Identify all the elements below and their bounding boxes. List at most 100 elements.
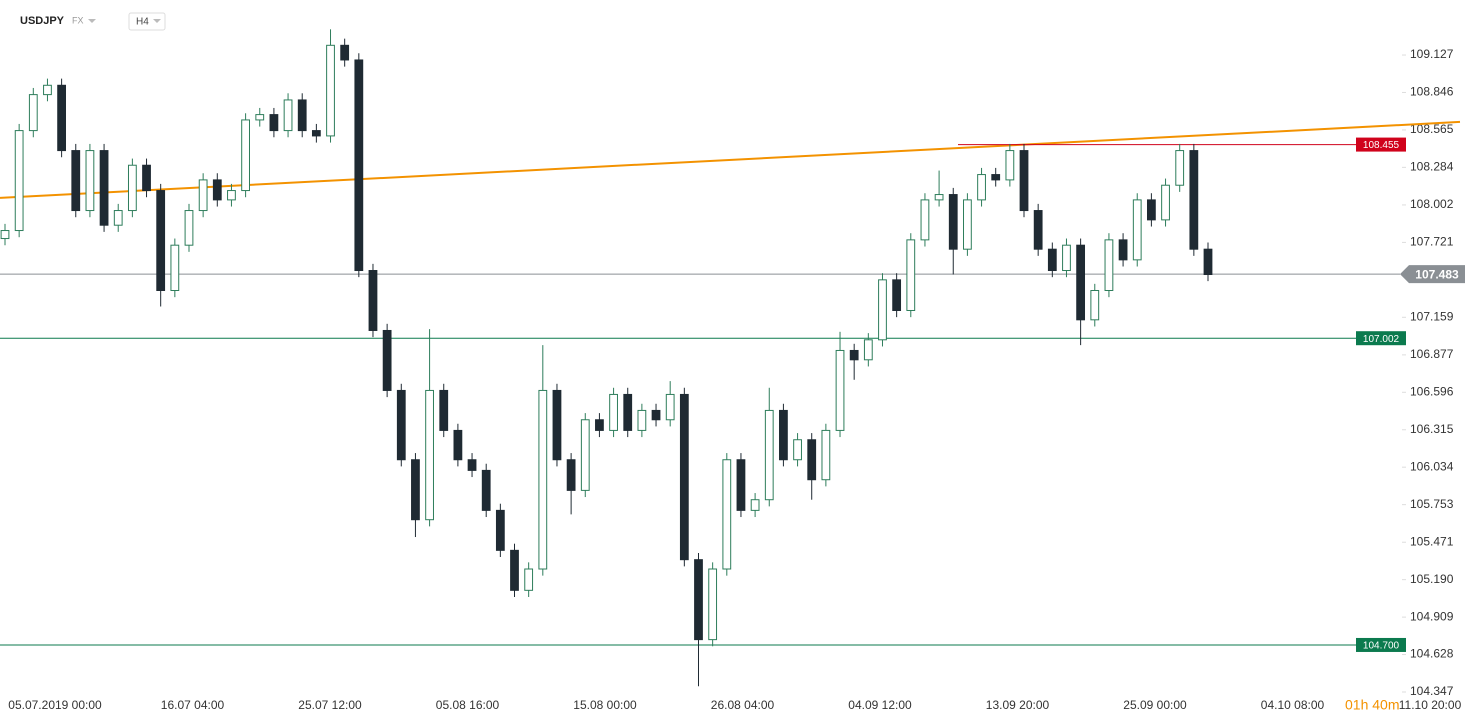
candle-body	[1161, 184, 1170, 221]
candle-body	[85, 150, 95, 212]
candle-body	[439, 389, 449, 431]
candle-body	[1104, 239, 1114, 291]
level-label: 104.700	[1363, 641, 1400, 652]
candle-body	[1146, 199, 1156, 221]
candle-body	[57, 84, 67, 152]
x-tick-label: 04.10 08:00	[1261, 698, 1325, 712]
candle-body	[99, 150, 109, 226]
y-tick-label: 108.565	[1410, 122, 1454, 136]
candle-body	[311, 130, 321, 137]
candle-body	[779, 409, 788, 461]
dropdown-arrow	[153, 19, 161, 23]
candle-body	[722, 459, 732, 570]
y-tick-label: 109.127	[1410, 47, 1454, 61]
candle-body	[255, 114, 265, 121]
candle-body	[552, 389, 562, 461]
interval-box[interactable]	[128, 12, 166, 31]
level-badge	[1356, 637, 1406, 652]
candle-body	[113, 210, 123, 226]
y-tick-label: 108.284	[1410, 160, 1454, 174]
y-tick-label: 105.190	[1410, 572, 1454, 586]
candle-body	[708, 568, 718, 641]
candle-body	[28, 94, 38, 132]
candle-body	[14, 130, 24, 232]
candle-body	[283, 99, 293, 132]
candle-body	[991, 174, 1001, 181]
x-tick-label: 26.08 04:00	[711, 698, 775, 712]
candle-body	[1090, 289, 1100, 321]
candle-body	[1076, 244, 1086, 321]
y-tick-label: 104.909	[1410, 609, 1454, 623]
y-tick-label: 106.596	[1410, 384, 1454, 398]
candle-body	[1062, 244, 1071, 272]
x-tick-label: 05.07.2019 00:00	[8, 698, 102, 712]
candle-body	[679, 393, 689, 561]
candle-body	[198, 179, 208, 212]
level-badge	[1356, 331, 1406, 346]
y-tick-label: 104.628	[1410, 647, 1454, 661]
candle-body	[368, 270, 378, 331]
candle-body	[595, 419, 604, 431]
candle-body	[453, 429, 463, 461]
x-tick-label: 11.10 20:00	[1399, 698, 1462, 712]
candle-body	[524, 568, 534, 591]
candle-body	[510, 549, 519, 591]
candle-body	[892, 279, 902, 311]
x-tick-label: 15.08 00:00	[573, 698, 637, 712]
candle-body	[566, 459, 576, 491]
candle-body	[948, 194, 958, 250]
candle-body	[467, 459, 477, 471]
candle-body	[849, 349, 859, 361]
level-badge	[1356, 137, 1406, 152]
interval: H4	[136, 17, 149, 28]
candle-body	[609, 393, 618, 431]
candle-body	[793, 439, 802, 461]
countdown: 01h 40m	[1345, 697, 1399, 713]
candle-body	[934, 194, 944, 201]
candle-body	[1189, 150, 1199, 250]
candle-body	[863, 339, 873, 361]
x-tick-label: 25.07 12:00	[298, 698, 362, 712]
candle-body	[0, 230, 10, 240]
y-tick-label: 104.347	[1410, 684, 1454, 698]
candle-body	[651, 409, 661, 421]
candle-body	[1005, 150, 1015, 181]
candle-body	[694, 559, 703, 641]
candle-body	[396, 389, 406, 461]
candle-body	[1033, 210, 1043, 250]
candle-body	[425, 389, 434, 521]
candle-body	[835, 349, 845, 431]
x-tick-label: 04.09 12:00	[848, 698, 912, 712]
y-tick-label: 106.034	[1410, 459, 1454, 473]
candle-body	[382, 329, 392, 391]
current-price-label: 107.483	[1415, 267, 1459, 281]
candle-body	[127, 164, 137, 212]
candle-body	[170, 244, 180, 291]
y-tick-label: 108.846	[1410, 85, 1454, 99]
candle-body	[637, 409, 647, 431]
candle-body	[1047, 248, 1057, 272]
dropdown-arrow[interactable]	[88, 19, 96, 23]
candle-body	[821, 429, 831, 481]
y-tick-label: 106.315	[1410, 422, 1454, 436]
candle-body	[43, 84, 52, 96]
candle-body	[1132, 199, 1142, 261]
level-label: 107.002	[1363, 334, 1400, 345]
candle-body	[212, 179, 222, 201]
y-tick-label: 108.002	[1410, 197, 1454, 211]
level-label: 108.455	[1363, 140, 1400, 151]
x-tick-label: 16.07 04:00	[161, 698, 225, 712]
candle-body	[580, 419, 590, 491]
candle-body	[495, 509, 505, 551]
candle-body	[269, 114, 279, 132]
candle-body	[623, 393, 633, 431]
candle-body	[963, 199, 972, 250]
candle-body	[750, 499, 760, 511]
market: FX	[72, 15, 84, 25]
candle-body	[1118, 239, 1128, 261]
y-tick-label: 105.471	[1410, 534, 1454, 548]
candle-body	[241, 119, 250, 192]
y-tick-label: 107.159	[1410, 309, 1454, 323]
y-tick-label: 105.753	[1410, 497, 1454, 511]
candle-body	[184, 210, 194, 246]
